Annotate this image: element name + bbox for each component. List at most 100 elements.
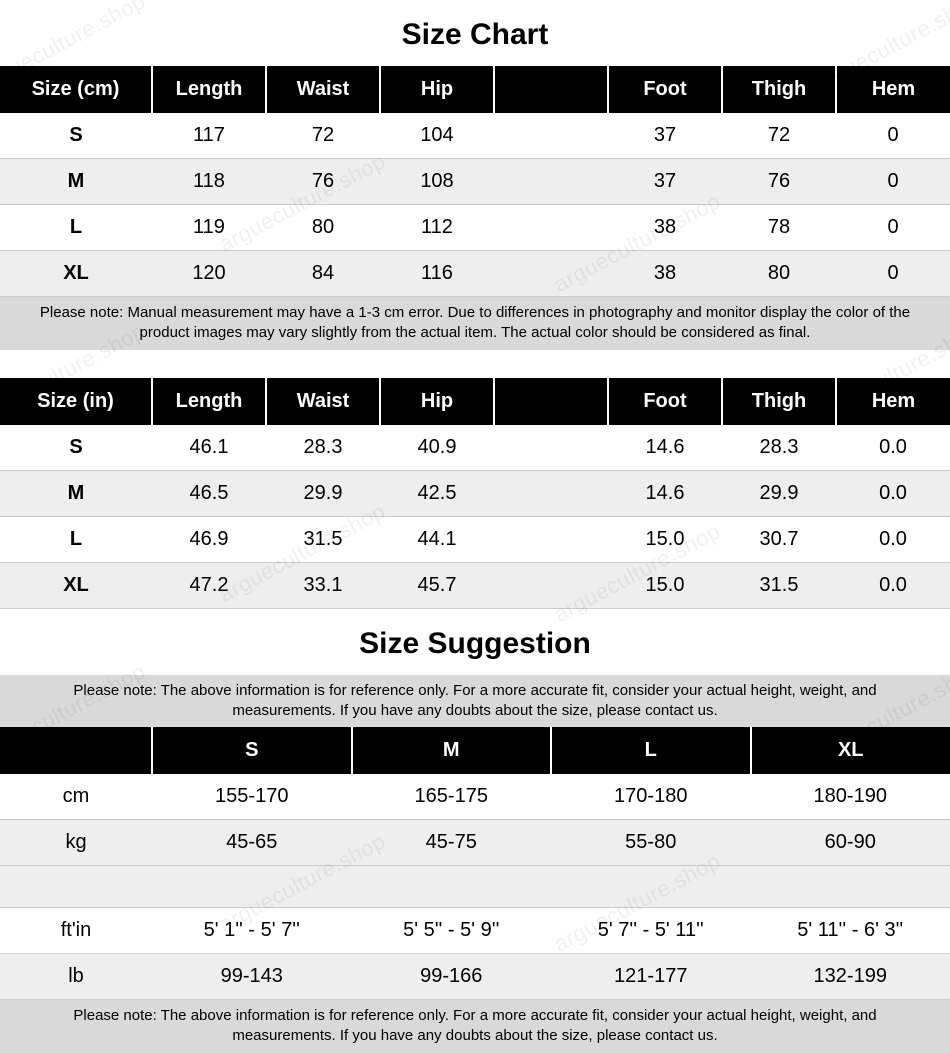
- table-cell: XL: [0, 251, 152, 297]
- table-cell: [494, 113, 608, 159]
- col-hip: Hip: [380, 66, 494, 113]
- table-cell: L: [0, 516, 152, 562]
- table-cell: 170-180: [551, 774, 751, 820]
- size-suggestion-note-top: Please note: The above information is fo…: [0, 675, 950, 728]
- table-cell: 0: [836, 159, 950, 205]
- table-cell: M: [0, 159, 152, 205]
- table-cell: S: [0, 425, 152, 471]
- table-row: cm155-170165-175170-180180-190: [0, 774, 950, 820]
- table-cell: 46.9: [152, 516, 266, 562]
- col-blank: [0, 727, 152, 774]
- table-cell: [494, 205, 608, 251]
- table-cell: 45-65: [152, 820, 352, 866]
- table-cell: 33.1: [266, 562, 380, 608]
- col-blank: [494, 66, 608, 113]
- table-cell: 155-170: [152, 774, 352, 820]
- table-cell: 15.0: [608, 562, 722, 608]
- table-row: S1177210437720: [0, 113, 950, 159]
- table-row: L1198011238780: [0, 205, 950, 251]
- table-cell: 47.2: [152, 562, 266, 608]
- table-cell: 0.0: [836, 470, 950, 516]
- table-cell: [494, 425, 608, 471]
- table-cell: 45.7: [380, 562, 494, 608]
- table-header-row: Size (in) Length Waist Hip Foot Thigh He…: [0, 378, 950, 425]
- table-cell: 0: [836, 205, 950, 251]
- table-row: ft'in5' 1'' - 5' 7''5' 5'' - 5' 9''5' 7'…: [0, 908, 950, 954]
- table-cell: S: [0, 113, 152, 159]
- table-cell: 0.0: [836, 516, 950, 562]
- table-cell: 80: [266, 205, 380, 251]
- table-cell: 40.9: [380, 425, 494, 471]
- table-cell: 45-75: [352, 820, 552, 866]
- col-hem: Hem: [836, 66, 950, 113]
- table-cell: 5' 5'' - 5' 9'': [352, 908, 552, 954]
- table-cell: 31.5: [722, 562, 836, 608]
- table-cell: 5' 1'' - 5' 7'': [152, 908, 352, 954]
- col-foot: Foot: [608, 378, 722, 425]
- table-cell: 29.9: [266, 470, 380, 516]
- table-cell: 46.1: [152, 425, 266, 471]
- table-cell: 0: [836, 251, 950, 297]
- table-row: lb99-14399-166121-177132-199: [0, 954, 950, 1000]
- table-cell: 37: [608, 159, 722, 205]
- spacer-row: [0, 866, 950, 908]
- col-blank: [494, 378, 608, 425]
- col-foot: Foot: [608, 66, 722, 113]
- table-cell: 84: [266, 251, 380, 297]
- table-cell: 29.9: [722, 470, 836, 516]
- table-cell: 76: [722, 159, 836, 205]
- table-cell: M: [0, 470, 152, 516]
- table-cell: cm: [0, 774, 152, 820]
- table-cell: 15.0: [608, 516, 722, 562]
- table-cell: [494, 470, 608, 516]
- table-cell: 38: [608, 251, 722, 297]
- table-cell: 117: [152, 113, 266, 159]
- col-xl: XL: [751, 727, 950, 774]
- table-row: kg45-6545-7555-8060-90: [0, 820, 950, 866]
- table-cell: 99-143: [152, 954, 352, 1000]
- col-thigh: Thigh: [722, 66, 836, 113]
- table-cell: 0.0: [836, 562, 950, 608]
- table-cell: 0: [836, 113, 950, 159]
- size-chart-cm-table: Size (cm) Length Waist Hip Foot Thigh He…: [0, 66, 950, 297]
- table-cell: L: [0, 205, 152, 251]
- table-cell: 118: [152, 159, 266, 205]
- table-header-row: S M L XL: [0, 727, 950, 774]
- col-hem: Hem: [836, 378, 950, 425]
- table-cell: 132-199: [751, 954, 950, 1000]
- table-row: M1187610837760: [0, 159, 950, 205]
- table-cell: lb: [0, 954, 152, 1000]
- table-cell: 165-175: [352, 774, 552, 820]
- size-chart-title: Size Chart: [0, 0, 950, 66]
- table-cell: [494, 516, 608, 562]
- table-cell: 180-190: [751, 774, 950, 820]
- col-thigh: Thigh: [722, 378, 836, 425]
- table-cell: 5' 11'' - 6' 3'': [751, 908, 950, 954]
- table-cell: [494, 251, 608, 297]
- table-cell: 72: [266, 113, 380, 159]
- size-chart-note: Please note: Manual measurement may have…: [0, 297, 950, 350]
- table-cell: 31.5: [266, 516, 380, 562]
- table-header-row: Size (cm) Length Waist Hip Foot Thigh He…: [0, 66, 950, 113]
- table-row: L46.931.544.1 15.030.70.0: [0, 516, 950, 562]
- table-cell: 30.7: [722, 516, 836, 562]
- table-cell: 28.3: [266, 425, 380, 471]
- table-cell: 0.0: [836, 425, 950, 471]
- table-cell: kg: [0, 820, 152, 866]
- table-cell: 72: [722, 113, 836, 159]
- col-waist: Waist: [266, 66, 380, 113]
- col-waist: Waist: [266, 378, 380, 425]
- table-cell: 46.5: [152, 470, 266, 516]
- table-cell: [494, 562, 608, 608]
- table-cell: 99-166: [352, 954, 552, 1000]
- table-cell: 44.1: [380, 516, 494, 562]
- table-cell: 121-177: [551, 954, 751, 1000]
- table-cell: 108: [380, 159, 494, 205]
- table-cell: 119: [152, 205, 266, 251]
- table-cell: 42.5: [380, 470, 494, 516]
- table-cell: 38: [608, 205, 722, 251]
- table-cell: [494, 159, 608, 205]
- table-cell: XL: [0, 562, 152, 608]
- table-cell: 28.3: [722, 425, 836, 471]
- size-suggestion-note-bottom: Please note: The above information is fo…: [0, 1000, 950, 1053]
